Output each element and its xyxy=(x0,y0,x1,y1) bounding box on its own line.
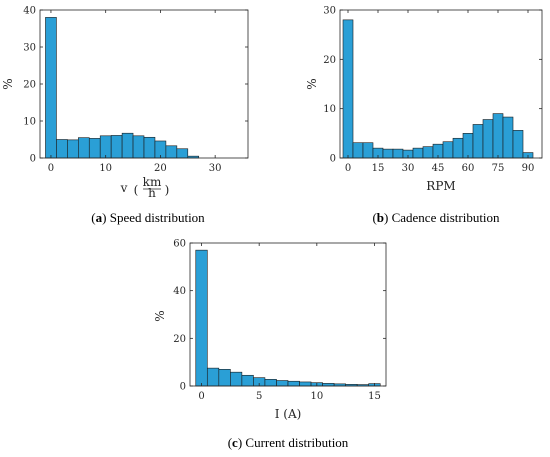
y-axis-label: % xyxy=(305,78,319,89)
x-tick-label: 90 xyxy=(522,163,535,174)
x-tick-label: 0 xyxy=(48,163,54,174)
y-tick-label: 0 xyxy=(30,154,36,165)
y-tick-label: 0 xyxy=(180,382,186,393)
histogram-bar xyxy=(502,116,514,159)
histogram-bar xyxy=(462,133,474,159)
histogram-bar xyxy=(264,379,277,387)
histogram-bar xyxy=(67,139,79,159)
histogram-bar xyxy=(299,381,312,387)
paren-open: ( xyxy=(134,183,139,197)
x-tick-label: 10 xyxy=(99,163,112,174)
histogram-bar xyxy=(276,380,289,387)
x-tick-label: 5 xyxy=(256,391,262,402)
histogram-bar xyxy=(241,374,254,387)
caption-paren-open: ( xyxy=(91,210,95,225)
y-tick-label: 20 xyxy=(323,55,336,66)
histogram-bar xyxy=(472,124,484,159)
panel-caption: (c) Current distribution xyxy=(228,435,349,450)
histogram-bar xyxy=(412,147,424,159)
histogram-bar xyxy=(218,369,231,387)
histogram-bar xyxy=(56,139,68,159)
histogram-bar xyxy=(230,371,243,387)
histogram-bar xyxy=(143,136,156,159)
paren-close: ) xyxy=(165,183,170,197)
histogram-bar xyxy=(88,138,101,159)
histogram-bar xyxy=(362,142,374,159)
y-tick-label: 10 xyxy=(23,117,36,128)
chart-panel-c: 0 5 10 15 0 20 40 60% I (A) (c) Current distribut… xyxy=(153,239,387,450)
caption-text: ) Speed distribution xyxy=(102,210,205,225)
x-axis-label: I (A) xyxy=(275,407,302,421)
histogram-bar xyxy=(382,148,394,159)
y-axis-label: % xyxy=(153,310,167,321)
x-tick-label: 10 xyxy=(310,391,323,402)
histogram-bar xyxy=(121,132,134,159)
y-tick-label: 60 xyxy=(173,239,186,250)
x-tick-label: 15 xyxy=(368,391,381,402)
y-tick-label: 20 xyxy=(173,334,186,345)
x-tick-label: 0 xyxy=(345,163,351,174)
histogram-bar xyxy=(512,130,524,159)
y-tick-label: 40 xyxy=(23,6,36,17)
panel-caption: (b) Cadence distribution xyxy=(372,210,500,225)
axes-frame xyxy=(339,9,543,159)
caption-text: ) Current distribution xyxy=(238,435,349,450)
y-tick-label: 40 xyxy=(173,286,186,297)
histogram-bar xyxy=(452,137,464,159)
y-tick-label: 30 xyxy=(23,43,36,54)
histogram-bar xyxy=(195,249,208,387)
histogram-bar xyxy=(482,119,494,159)
axes-frame xyxy=(189,242,387,387)
histogram-bar xyxy=(442,141,454,159)
histogram-bar xyxy=(165,145,178,159)
histogram-bar xyxy=(287,380,300,387)
caption-paren-open: ( xyxy=(372,210,376,225)
chart-panel-b: 0 15 30 45 60 75 90 0 10 20 30% RPM (b) Cadence dist… xyxy=(305,6,543,225)
histogram-bar xyxy=(492,113,504,159)
histogram-bar xyxy=(392,148,404,159)
x-tick-label: 75 xyxy=(492,163,505,174)
panel-caption: (a) Speed distribution xyxy=(91,210,205,225)
x-tick-label: 15 xyxy=(372,163,385,174)
y-tick-label: 30 xyxy=(323,6,336,17)
x-axis-label: RPM xyxy=(426,179,455,193)
histogram-bar xyxy=(45,17,57,159)
histogram-bar xyxy=(78,137,90,159)
histogram-bar xyxy=(352,142,364,159)
x-tick-label: 30 xyxy=(209,163,222,174)
caption-letter: c xyxy=(232,435,238,450)
histogram-bar xyxy=(422,146,434,159)
histogram-bar xyxy=(206,367,220,387)
x-tick-label: 20 xyxy=(154,163,167,174)
x-tick-label: 60 xyxy=(462,163,475,174)
x-tick-label: 0 xyxy=(198,391,204,402)
histogram-bar xyxy=(99,135,112,159)
y-axis-label: % xyxy=(1,78,15,89)
x-unit-numerator: km xyxy=(143,175,162,189)
histogram-bar xyxy=(176,148,189,159)
histogram-bar xyxy=(132,135,145,159)
x-tick-label: 30 xyxy=(402,163,415,174)
y-tick-label: 10 xyxy=(323,104,336,115)
histogram-bar xyxy=(342,19,354,159)
caption-letter: b xyxy=(377,210,384,225)
x-tick-label: 45 xyxy=(432,163,445,174)
histogram-bar xyxy=(110,135,123,159)
y-tick-label: 20 xyxy=(23,80,36,91)
x-axis-label: v xyxy=(120,181,128,195)
caption-text: ) Cadence distribution xyxy=(384,210,500,225)
x-unit-denominator: h xyxy=(148,186,156,200)
y-tick-label: 0 xyxy=(330,154,336,165)
caption-letter: a xyxy=(96,210,103,225)
caption-paren-open: ( xyxy=(228,435,232,450)
